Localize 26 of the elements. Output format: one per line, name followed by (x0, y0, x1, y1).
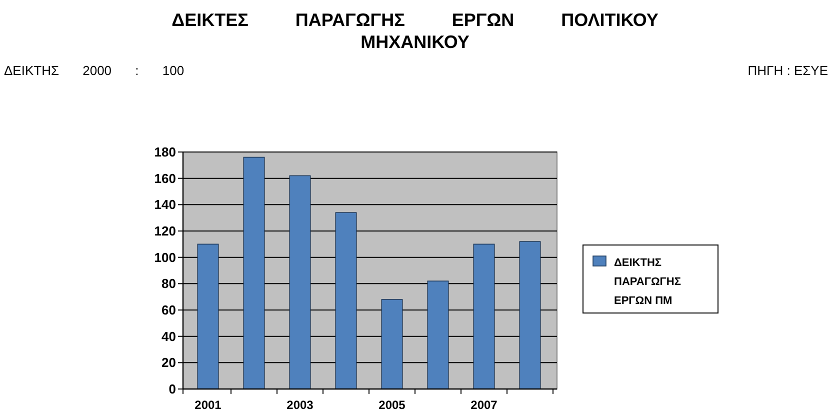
bar (289, 175, 311, 390)
y-tick-label: 180 (154, 144, 176, 160)
y-tick-label: 160 (154, 170, 176, 186)
bar (243, 156, 265, 390)
x-tick-label: 2005 (378, 398, 406, 412)
bar (197, 244, 219, 390)
chart-subtitle: ΔΕΙΚΤΗΣ 2000 : 100 (4, 63, 184, 78)
x-tick-label: 2001 (194, 398, 222, 412)
legend-label: ΔΕΙΚΤΗΣ ΠΑΡΑΓΩΓΗΣ ΕΡΓΩΝ ΠΜ (614, 257, 682, 307)
bar (335, 212, 357, 390)
bar (473, 244, 495, 390)
y-tick-label: 0 (168, 382, 176, 397)
x-tick-label: 2007 (470, 398, 498, 412)
bar (427, 280, 449, 390)
y-tick-label: 20 (162, 355, 176, 370)
bar (381, 299, 403, 390)
y-tick-label: 100 (154, 250, 176, 265)
chart-title: ΔΕΙΚΤΕΣ ΠΑΡΑΓΩΓΗΣ ΕΡΓΩΝ ΠΟΛΙΤΙΚΟΥ ΜΗΧΑΝΙΚΟΥ (172, 10, 658, 52)
bar (519, 241, 541, 390)
y-tick-label: 80 (162, 276, 176, 292)
y-tick-label: 40 (162, 328, 176, 344)
y-tick-label: 60 (162, 302, 176, 318)
text: ΠΗΓΗ : ΕΣΥΕ (748, 63, 828, 78)
y-tick-label: 120 (154, 224, 176, 239)
y-tick-label: 140 (154, 197, 176, 212)
x-tick-label: 2003 (286, 398, 314, 412)
